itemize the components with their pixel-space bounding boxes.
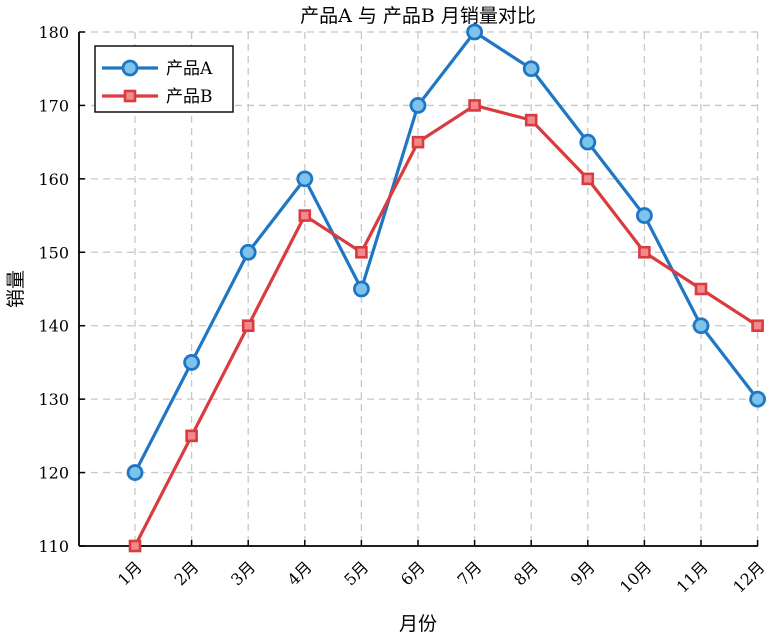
data-point xyxy=(128,539,142,553)
legend-label: 产品B xyxy=(166,87,213,107)
x-tick-label: 12月 xyxy=(729,557,768,596)
legend-marker xyxy=(121,59,139,77)
y-tick-label: 110 xyxy=(38,537,69,556)
series-line xyxy=(133,103,759,547)
data-point xyxy=(296,170,314,188)
y-axis-title: 销量 xyxy=(5,270,27,308)
data-point xyxy=(524,113,538,127)
x-tick-label: 4月 xyxy=(284,557,316,589)
x-ticks: 1月 2月 3月 4月 5月 6月 7月 8月 9月 10月 11月 12月 xyxy=(114,540,768,597)
data-point xyxy=(355,245,368,259)
y-ticks: 110 120 130 140 150 160 170 180 xyxy=(38,23,85,556)
data-point xyxy=(581,172,595,186)
x-tick-label: 1月 xyxy=(114,557,146,589)
data-point xyxy=(126,464,144,481)
data-point xyxy=(694,282,708,296)
legend: 产品A 产品B xyxy=(94,45,234,113)
y-tick-label: 160 xyxy=(38,170,69,189)
y-tick-label: 180 xyxy=(38,23,69,42)
legend-item: 产品A xyxy=(102,59,213,79)
chart-title: 产品A 与 产品B 月销量对比 xyxy=(300,5,536,27)
legend-label: 产品A xyxy=(166,59,213,79)
data-point xyxy=(638,245,651,259)
x-tick-label: 5月 xyxy=(340,557,372,589)
data-point xyxy=(409,97,427,114)
x-tick-label: 9月 xyxy=(567,557,599,589)
x-tick-label: 7月 xyxy=(453,557,485,589)
x-axis-title: 月份 xyxy=(399,613,437,635)
data-point xyxy=(298,209,312,222)
x-tick-label: 8月 xyxy=(510,557,542,589)
y-tick-label: 170 xyxy=(38,96,69,115)
data-point xyxy=(185,429,198,443)
data-point xyxy=(239,243,257,261)
data-point xyxy=(183,354,201,371)
data-point xyxy=(522,60,540,78)
data-point xyxy=(411,135,425,149)
series-1 xyxy=(126,23,766,481)
x-tick-label: 3月 xyxy=(227,557,259,589)
legend-marker xyxy=(123,89,137,103)
x-tick-label: 6月 xyxy=(397,557,429,589)
data-point xyxy=(692,317,710,335)
data-point xyxy=(352,280,370,298)
x-tick-label: 10月 xyxy=(616,557,655,596)
y-tick-label: 130 xyxy=(38,390,69,409)
data-point xyxy=(468,99,481,112)
y-tick-label: 140 xyxy=(38,317,69,336)
data-point xyxy=(636,207,653,224)
legend-item: 产品B xyxy=(102,87,213,107)
y-tick-label: 150 xyxy=(38,243,69,262)
data-point xyxy=(579,133,597,151)
y-tick-label: 120 xyxy=(38,464,69,483)
x-tick-label: 11月 xyxy=(673,557,712,596)
series-2 xyxy=(128,99,764,553)
data-point xyxy=(466,23,484,41)
x-tick-label: 2月 xyxy=(170,557,202,589)
data-point xyxy=(751,319,764,333)
data-point xyxy=(241,319,255,333)
series-line xyxy=(133,30,759,474)
data-point xyxy=(749,390,766,408)
legend-box xyxy=(94,45,234,113)
series xyxy=(126,23,766,553)
